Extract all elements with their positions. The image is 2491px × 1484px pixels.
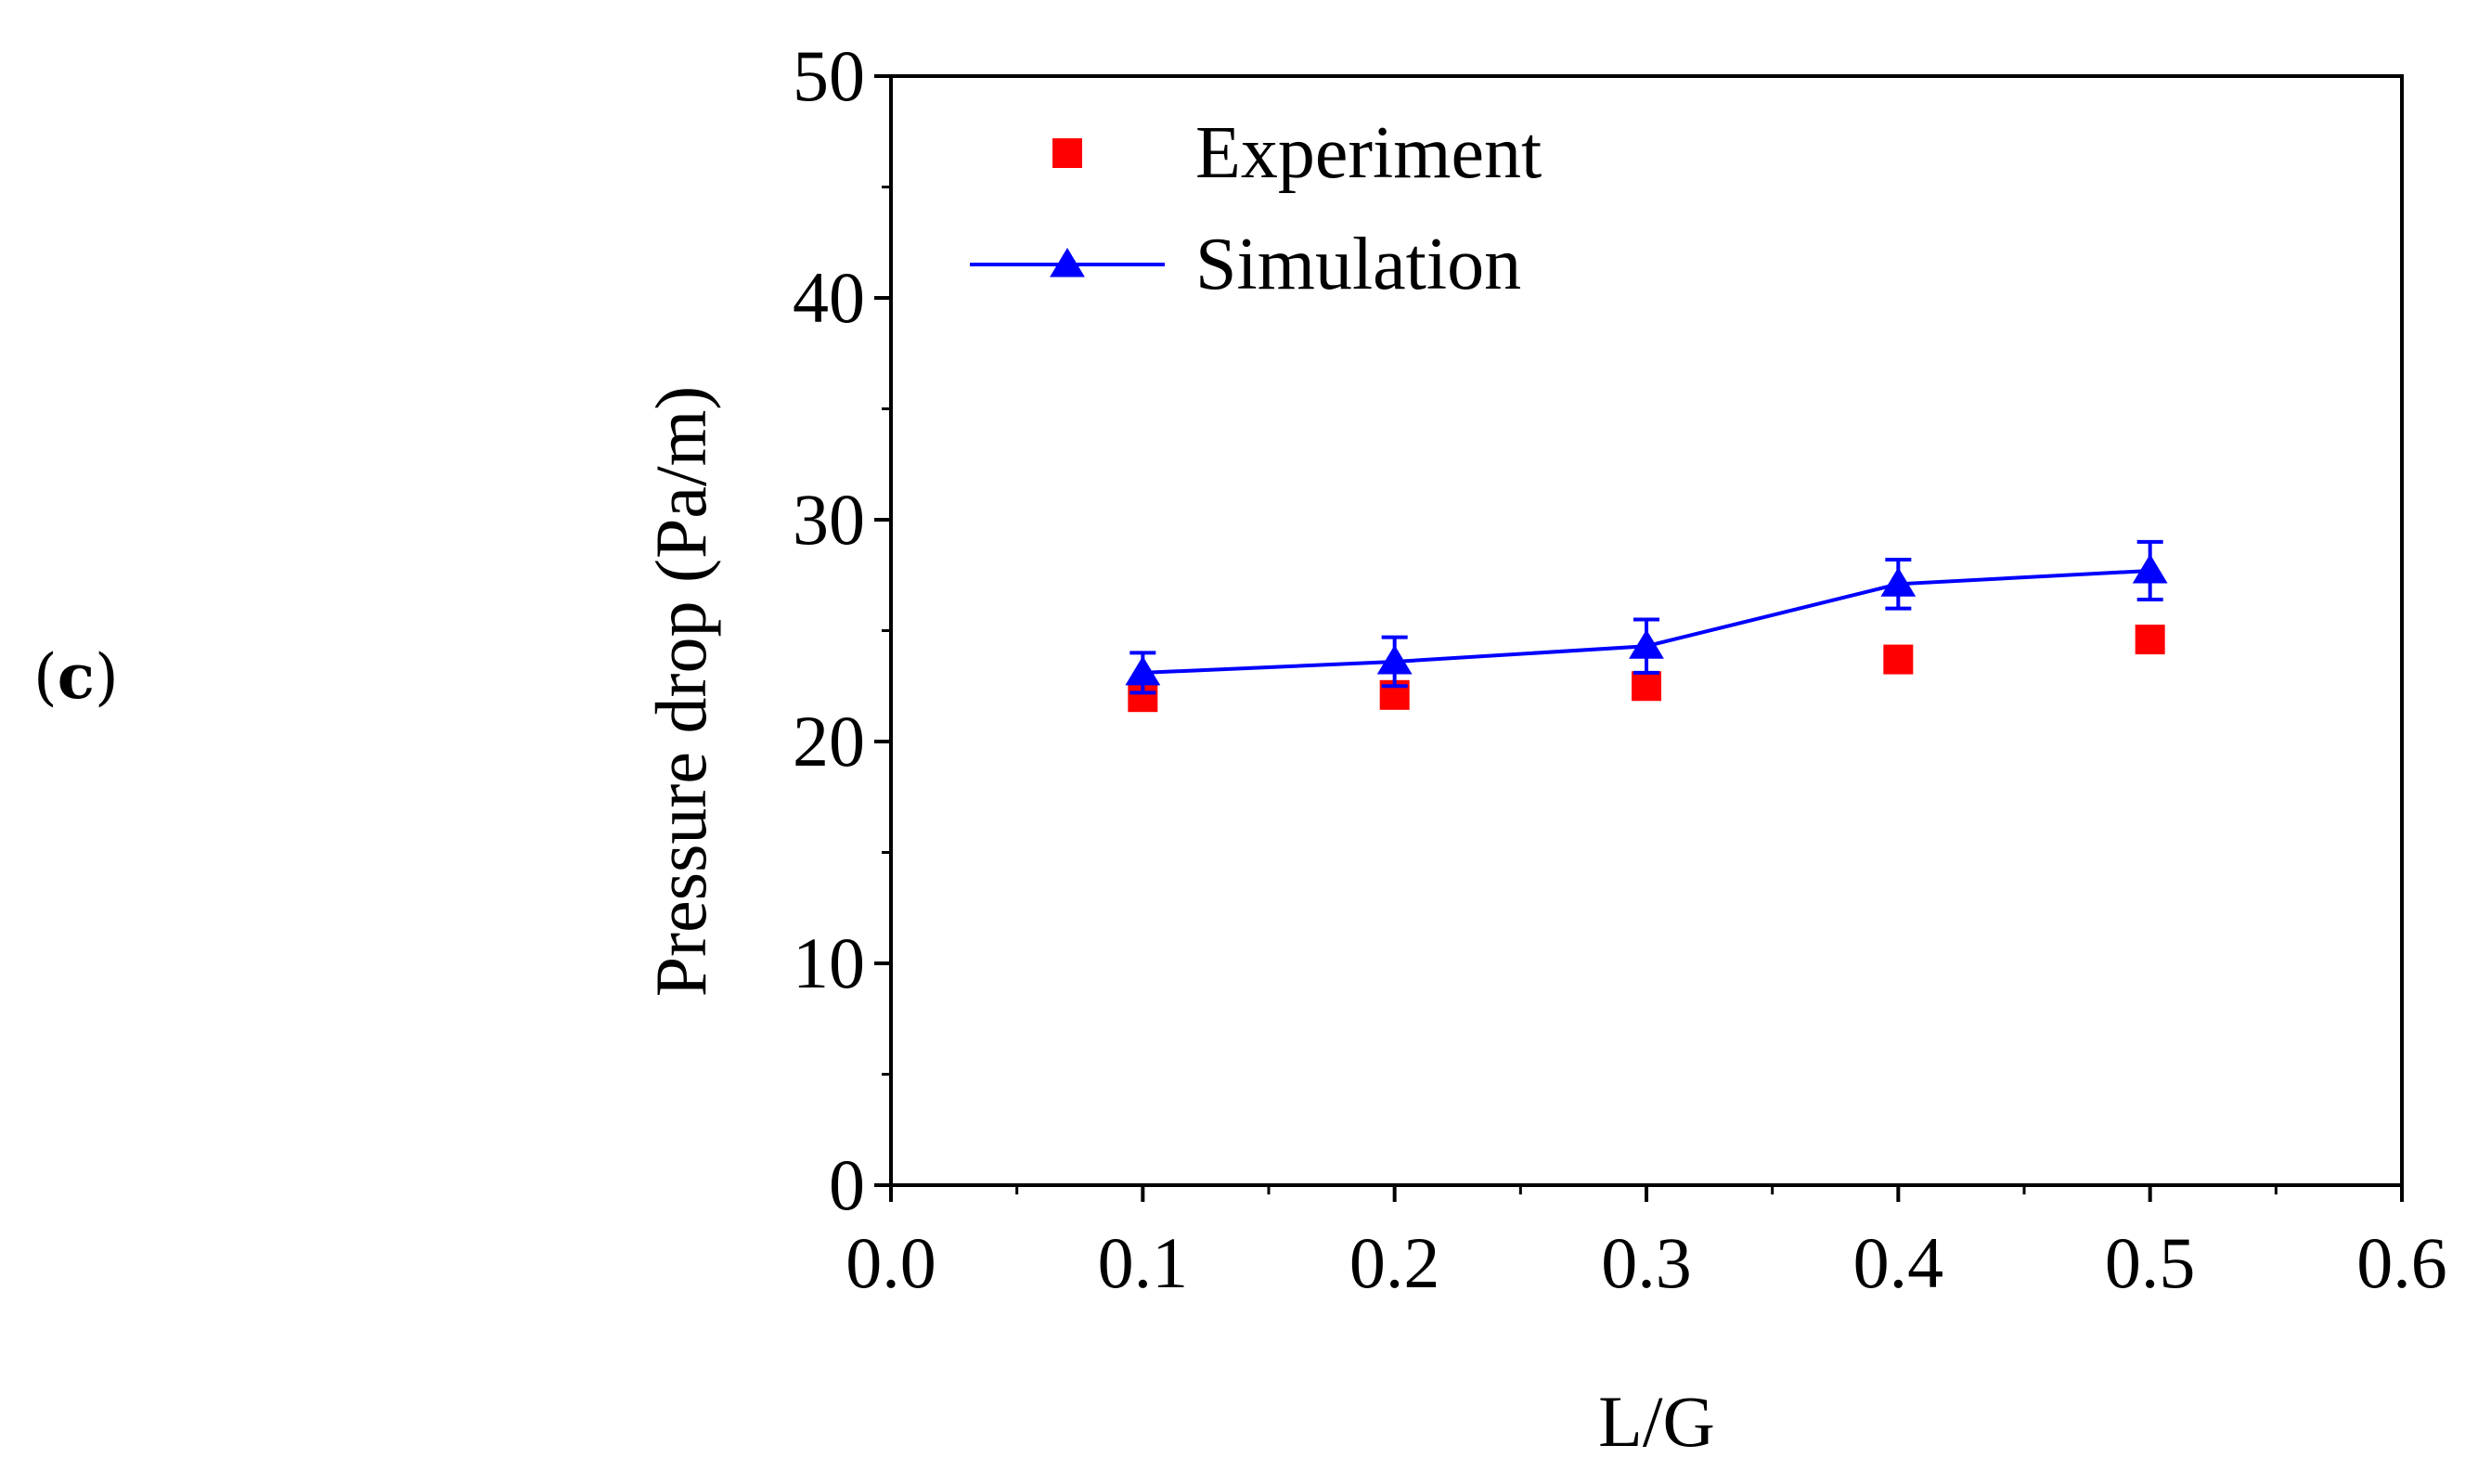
data-point [1125, 655, 1161, 686]
data-point [1880, 567, 1917, 597]
x-tick-label: 0.6 [2356, 1222, 2447, 1303]
y-tick-label: 30 [793, 479, 865, 560]
data-point [2132, 553, 2168, 584]
legend-item-simulation: Simulation [970, 224, 1521, 305]
y-tick-label: 20 [793, 701, 865, 781]
legend-label: Experiment [1195, 112, 1542, 194]
x-tick-label: 0.1 [1098, 1222, 1189, 1303]
series-layer [1125, 539, 2168, 713]
legend-label: Simulation [1195, 224, 1521, 305]
x-axis: 0.0 0.1 0.2 0.3 0.4 0.5 0.6 [845, 1185, 2447, 1303]
panel-label-open: ( [33, 641, 58, 713]
panel-label: (c) [33, 640, 119, 713]
y-tick-label: 10 [793, 923, 865, 1003]
y-axis-title: Pressure drop (Pa/m) [640, 386, 721, 998]
data-point [1883, 644, 1914, 675]
data-point [1629, 629, 1664, 659]
data-point [2135, 625, 2165, 655]
panel-label-close: ) [94, 641, 119, 713]
data-point [1376, 644, 1413, 675]
legend-item-experiment: Experiment [1052, 112, 1542, 194]
x-axis-title: L/G [1598, 1381, 1715, 1462]
y-axis: 0 10 20 30 40 50 [793, 35, 891, 1225]
data-point [1632, 671, 1661, 702]
series-simulation [1125, 539, 2168, 695]
legend-marker [1052, 138, 1082, 168]
legend-marker [1050, 248, 1085, 277]
x-tick-label: 0.5 [2105, 1222, 2196, 1303]
y-tick-label: 50 [793, 35, 865, 116]
x-tick-label: 0.3 [1601, 1222, 1692, 1303]
panel-label-letter: c [57, 640, 95, 713]
x-tick-label: 0.4 [1853, 1222, 1944, 1303]
legend: Experiment Simulation [970, 112, 1542, 305]
y-tick-label: 40 [793, 257, 865, 338]
y-tick-label: 0 [829, 1144, 865, 1225]
x-tick-label: 0.0 [845, 1222, 936, 1303]
x-tick-label: 0.2 [1349, 1222, 1440, 1303]
